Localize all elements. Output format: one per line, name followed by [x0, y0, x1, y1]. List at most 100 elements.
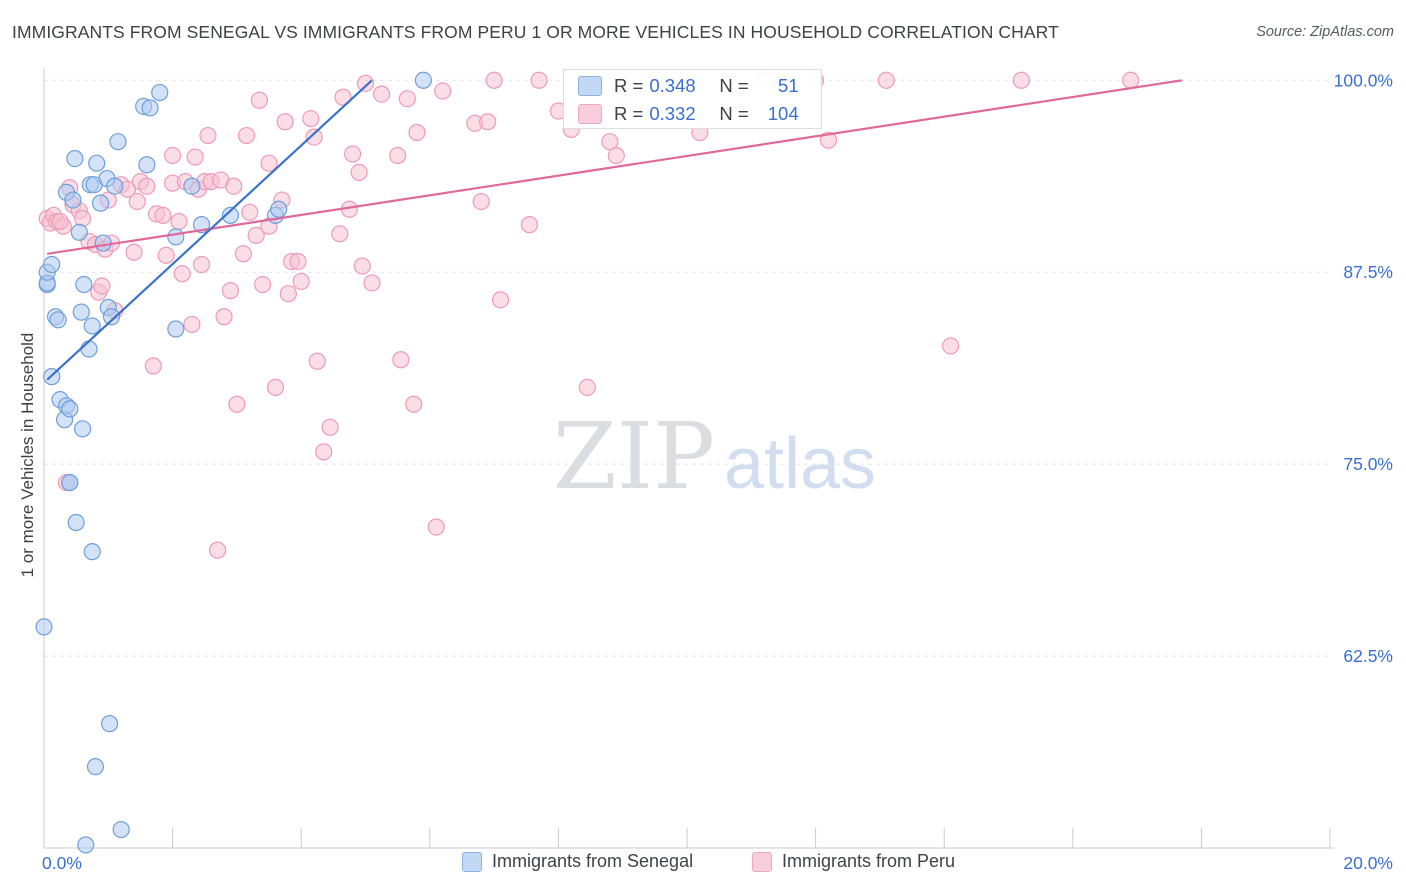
peru-point-22: [138, 177, 156, 195]
peru-point-47: [241, 203, 259, 221]
peru-point-12: [93, 277, 111, 295]
y-tick-label-0: 100.0%: [1334, 70, 1393, 90]
legend-peru-swatch: [752, 851, 772, 872]
senegal-point-36: [141, 99, 159, 117]
x-tick-label-0: 0.0%: [42, 853, 82, 873]
peru-point-82: [472, 192, 490, 211]
senegal-point-35: [138, 156, 156, 174]
senegal-point-49: [77, 836, 95, 854]
stats-row-senegal: R = 0.348 N = 51: [578, 73, 799, 99]
senegal-point-16: [70, 223, 88, 241]
senegal-point-13: [64, 191, 82, 209]
senegal-n-value: 51: [778, 75, 799, 96]
peru-point-79: [427, 518, 445, 536]
senegal-point-39: [167, 320, 185, 338]
peru-point-68: [344, 145, 362, 163]
y-tick-label-1: 87.5%: [1343, 262, 1393, 282]
senegal-point-33: [109, 133, 127, 151]
bottom-legend: Immigrants from Senegal Immigrants from …: [0, 851, 1406, 877]
senegal-point-46: [35, 618, 53, 636]
peru-point-58: [289, 252, 307, 271]
peru-point-19: [125, 243, 143, 261]
senegal-point-23: [83, 543, 101, 561]
peru-point-69: [350, 163, 368, 182]
peru-point-77: [405, 395, 423, 413]
peru-points: [38, 71, 1140, 559]
peru-point-102: [51, 212, 69, 231]
senegal-point-40: [183, 177, 201, 195]
peru-point-52: [260, 154, 278, 172]
senegal-point-26: [91, 194, 110, 212]
peru-point-55: [276, 113, 294, 131]
peru-point-45: [234, 245, 252, 263]
peru-point-60: [302, 110, 320, 128]
senegal-point-3: [43, 255, 61, 274]
peru-point-80: [434, 82, 452, 100]
peru-point-76: [398, 90, 416, 108]
peru-point-78: [408, 123, 426, 142]
peru-point-37: [199, 126, 217, 145]
peru-point-29: [170, 212, 188, 231]
senegal-point-32: [106, 177, 124, 195]
senegal-point-44: [270, 200, 288, 218]
peru-point-64: [321, 418, 339, 436]
peru-point-85: [491, 291, 510, 309]
senegal-point-17: [72, 303, 90, 321]
senegal-point-37: [151, 83, 169, 102]
axes: [43, 68, 1334, 849]
peru-point-90: [578, 378, 596, 396]
peru-point-56: [279, 285, 297, 303]
peru-n-value: 104: [767, 103, 799, 124]
peru-point-97: [819, 131, 838, 149]
legend-senegal-label: Immigrants from Senegal: [492, 851, 694, 871]
x-tick-label-1: 20.0%: [1343, 853, 1393, 873]
peru-point-27: [164, 146, 182, 165]
peru-point-71: [356, 74, 375, 92]
senegal-point-19: [75, 275, 93, 294]
peru-point-66: [334, 88, 352, 106]
y-tick-label-3: 62.5%: [1343, 646, 1393, 666]
senegal-point-27: [94, 234, 112, 252]
peru-point-83: [479, 113, 497, 131]
senegal-n-label: N =: [719, 75, 749, 96]
peru-point-43: [225, 177, 243, 195]
legend-senegal-swatch: [462, 851, 482, 872]
senegal-point-45: [414, 71, 432, 89]
peru-point-63: [315, 443, 333, 461]
peru-point-75: [392, 351, 410, 369]
peru-trend-line: [47, 79, 1183, 255]
senegal-point-6: [49, 311, 67, 329]
peru-point-48: [247, 226, 265, 244]
peru-point-23: [144, 357, 162, 375]
peru-r-label: R =: [614, 103, 644, 124]
peru-point-59: [292, 272, 310, 291]
watermark-atlas: atlas: [724, 424, 876, 504]
peru-point-61: [305, 128, 323, 146]
legend-item-senegal[interactable]: Immigrants from Senegal: [462, 851, 693, 872]
peru-point-99: [942, 337, 960, 355]
senegal-point-18: [73, 420, 92, 438]
peru-point-74: [389, 146, 407, 165]
senegal-point-42: [221, 206, 240, 225]
peru-point-49: [250, 91, 269, 109]
peru-point-91: [601, 133, 619, 151]
peru-point-70: [353, 257, 371, 275]
peru-point-73: [372, 85, 391, 103]
senegal-point-48: [112, 820, 130, 839]
peru-n-label: N =: [719, 103, 749, 124]
senegal-point-10: [61, 400, 79, 418]
tick-labels: 100.0% 87.5% 75.0% 62.5% 0.0% 20.0%: [42, 70, 1393, 873]
peru-point-20: [128, 192, 146, 211]
senegal-r-value: 0.348: [649, 75, 696, 96]
senegal-point-15: [67, 513, 85, 532]
chart-title: IMMIGRANTS FROM SENEGAL VS IMMIGRANTS FR…: [12, 22, 1059, 42]
peru-point-44: [228, 395, 246, 413]
senegal-trend-line: [46, 79, 373, 381]
senegal-r-label: R =: [614, 75, 644, 96]
legend-item-peru[interactable]: Immigrants from Peru: [752, 851, 955, 872]
peru-point-35: [192, 255, 211, 274]
peru-point-87: [530, 71, 548, 89]
peru-point-84: [485, 71, 503, 89]
peru-point-25: [154, 206, 172, 225]
